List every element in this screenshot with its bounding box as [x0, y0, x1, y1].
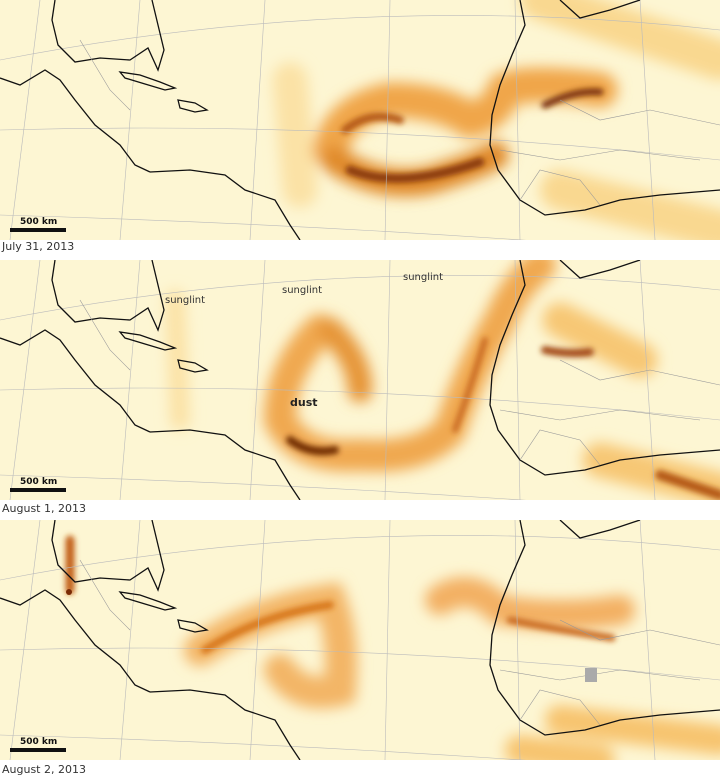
annotation: sunglint: [165, 295, 205, 306]
map-panel: 500 km: [0, 0, 720, 240]
panel-date: July 31, 2013: [1, 240, 74, 253]
map-panel: sunglint sunglint sunglint dust 500 km: [0, 260, 720, 500]
scale-bar: [10, 488, 66, 492]
map-panel: 500 km: [0, 520, 720, 760]
scale-label: 500 km: [20, 477, 57, 487]
scale-label: 500 km: [20, 737, 57, 747]
annotation: sunglint: [282, 285, 322, 296]
annotation: dust: [290, 396, 318, 409]
panel-date: August 1, 2013: [2, 502, 86, 515]
scale-bar: [10, 228, 66, 232]
annotation: sunglint: [403, 272, 443, 283]
no-data: [585, 668, 597, 682]
scale-bar: [10, 748, 66, 752]
panel-date: August 2, 2013: [2, 763, 86, 775]
scale-label: 500 km: [20, 217, 57, 227]
